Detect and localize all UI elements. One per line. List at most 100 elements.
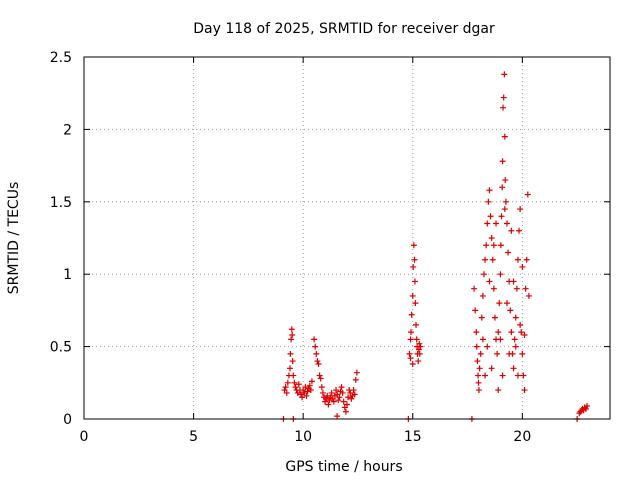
- data-point: [290, 372, 297, 379]
- data-point: [339, 389, 346, 396]
- data-point: [483, 242, 490, 249]
- data-point: [497, 242, 504, 249]
- data-point: [513, 285, 520, 292]
- data-point: [494, 350, 501, 357]
- data-point: [491, 314, 498, 321]
- data-point: [409, 292, 416, 299]
- x-tick-label: 0: [80, 429, 89, 445]
- data-point: [289, 332, 296, 339]
- axis-ticks: 0 5 10 15 20 0 0.5 1 1.5 2 2.5: [50, 50, 610, 445]
- data-point: [323, 395, 330, 402]
- data-point: [476, 365, 483, 372]
- data-point: [295, 381, 302, 388]
- x-axis-label: GPS time / hours: [285, 459, 402, 475]
- data-point: [288, 326, 295, 333]
- data-point: [289, 358, 296, 365]
- data-point: [477, 350, 484, 357]
- data-point: [288, 336, 295, 343]
- data-point: [501, 133, 508, 140]
- data-point: [499, 372, 506, 379]
- x-tick-label: 10: [294, 429, 312, 445]
- data-point: [479, 292, 486, 299]
- data-point: [500, 94, 507, 101]
- data-point: [299, 394, 306, 401]
- data-point: [510, 365, 517, 372]
- data-point: [317, 375, 324, 382]
- data-point: [503, 220, 510, 227]
- data-point: [283, 389, 290, 396]
- data-point: [508, 329, 515, 336]
- data-point: [493, 220, 500, 227]
- data-point: [410, 242, 417, 249]
- data-point: [502, 198, 509, 205]
- data-point: [342, 408, 349, 415]
- data-point: [522, 285, 529, 292]
- data-point: [353, 369, 360, 376]
- data-point: [474, 358, 481, 365]
- y-tick-label: 0.5: [50, 340, 72, 356]
- data-point: [351, 391, 358, 398]
- data-point: [512, 343, 519, 350]
- grid-lines: [84, 57, 610, 419]
- data-point: [503, 300, 510, 307]
- data-point: [583, 402, 590, 409]
- data-point: [506, 350, 513, 357]
- data-point: [475, 372, 482, 379]
- data-point: [409, 360, 416, 367]
- data-point: [499, 158, 506, 165]
- y-tick-label: 1: [63, 267, 72, 283]
- data-point: [521, 387, 528, 394]
- data-point: [511, 336, 518, 343]
- data-point: [478, 314, 485, 321]
- data-point: [487, 213, 494, 220]
- data-point: [500, 104, 507, 111]
- data-point: [328, 389, 335, 396]
- data-point: [496, 300, 503, 307]
- data-point: [334, 413, 341, 420]
- data-point: [498, 213, 505, 220]
- data-point: [484, 343, 491, 350]
- data-point: [495, 329, 502, 336]
- data-point: [485, 198, 492, 205]
- y-tick-label: 1.5: [50, 195, 72, 211]
- data-point: [512, 314, 519, 321]
- data-point: [324, 392, 331, 399]
- data-point: [490, 242, 497, 249]
- data-point: [287, 350, 294, 357]
- data-point: [307, 387, 314, 394]
- data-point: [306, 382, 313, 389]
- data-point: [345, 394, 352, 401]
- data-point: [505, 249, 512, 256]
- data-point: [416, 340, 423, 347]
- data-point: [304, 388, 311, 395]
- data-point: [292, 384, 299, 391]
- data-point: [322, 398, 329, 405]
- data-point: [495, 387, 502, 394]
- data-point: [284, 379, 291, 386]
- data-point: [475, 387, 482, 394]
- data-point: [507, 307, 514, 314]
- chart-title: Day 118 of 2025, SRMTID for receiver dga…: [193, 21, 495, 37]
- data-point: [486, 278, 493, 285]
- data-point: [472, 307, 479, 314]
- data-point: [514, 372, 521, 379]
- data-point: [303, 392, 310, 399]
- data-point: [482, 256, 489, 263]
- data-point: [291, 379, 298, 386]
- data-point: [510, 278, 517, 285]
- data-point: [308, 378, 315, 385]
- data-point: [408, 311, 415, 318]
- data-point: [488, 365, 495, 372]
- y-tick-label: 2.5: [50, 50, 72, 66]
- data-point: [407, 329, 414, 336]
- data-point: [516, 227, 523, 234]
- data-point: [514, 256, 521, 263]
- data-point: [338, 384, 345, 391]
- data-point: [340, 398, 347, 405]
- data-point: [411, 256, 418, 263]
- data-point: [488, 235, 495, 241]
- data-point: [297, 391, 304, 398]
- data-point: [411, 278, 418, 285]
- y-tick-label: 0: [63, 412, 72, 428]
- data-point: [502, 177, 509, 184]
